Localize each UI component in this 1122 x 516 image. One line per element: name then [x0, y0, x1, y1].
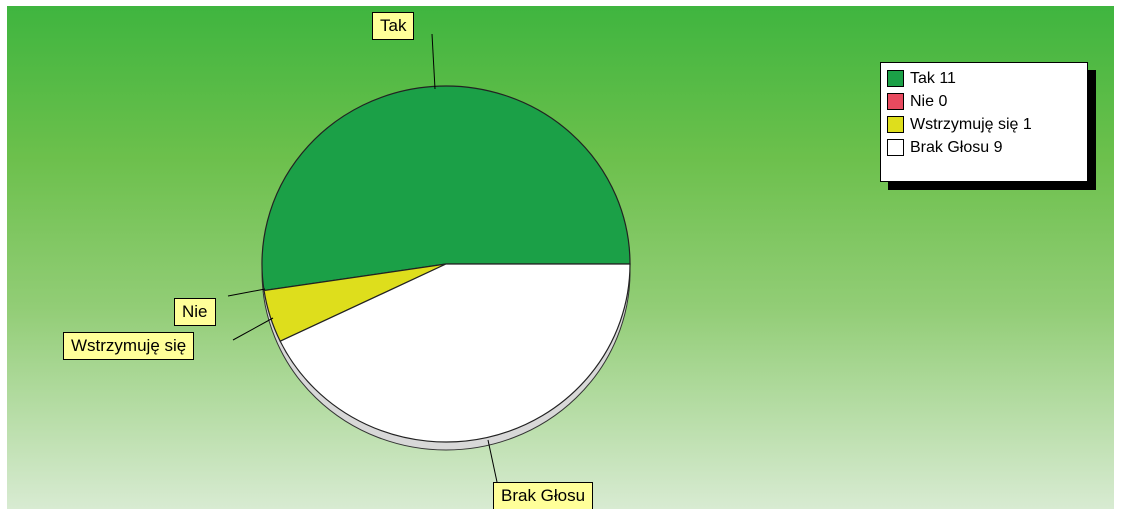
- pie-slice-brak-g-osu: [279, 263, 631, 443]
- pie-slice-tak: [261, 85, 631, 292]
- legend-label-wstrzymuje: Wstrzymuję się 1: [910, 115, 1032, 133]
- legend: Tak 11 Nie 0 Wstrzymuję się 1 Brak Głosu…: [880, 62, 1088, 182]
- callout-wstrzymuje: Wstrzymuję się: [63, 332, 195, 360]
- chart-area: Tak 11 Nie 0 Wstrzymuję się 1 Brak Głosu…: [7, 6, 1114, 509]
- legend-swatch-nie: [887, 93, 904, 110]
- legend-item-tak: Tak 11: [887, 67, 1081, 90]
- legend-label-tak: Tak 11: [910, 69, 956, 87]
- legend-label-nie: Nie 0: [910, 92, 948, 110]
- legend-swatch-wstrzymuje: [887, 116, 904, 133]
- leader-brak: [487, 439, 498, 483]
- leader-tak: [431, 33, 436, 90]
- legend-swatch-tak: [887, 70, 904, 87]
- callout-tak: Tak: [372, 12, 415, 40]
- pie-chart: [227, 33, 631, 483]
- legend-item-wstrzymuje: Wstrzymuję się 1: [887, 113, 1081, 136]
- legend-item-nie: Nie 0: [887, 90, 1081, 113]
- leader-nie: [227, 288, 266, 297]
- callout-brak: Brak Głosu: [493, 482, 594, 509]
- leader-wstrzymuje: [232, 317, 274, 341]
- legend-swatch-brak: [887, 139, 904, 156]
- legend-label-brak: Brak Głosu 9: [910, 138, 1003, 156]
- callout-nie: Nie: [174, 298, 216, 326]
- legend-item-brak: Brak Głosu 9: [887, 136, 1081, 159]
